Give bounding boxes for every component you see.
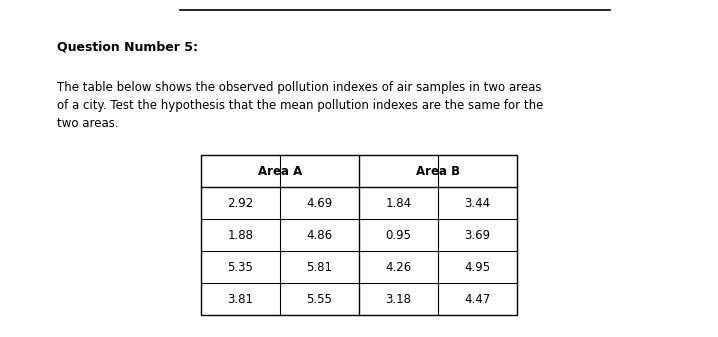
Text: 5.35: 5.35 <box>228 261 253 274</box>
Text: Question Number 5:: Question Number 5: <box>57 40 198 54</box>
Text: 3.18: 3.18 <box>386 293 411 306</box>
Text: 3.44: 3.44 <box>465 196 490 210</box>
Text: Area A: Area A <box>258 164 302 178</box>
Text: 4.86: 4.86 <box>307 228 332 242</box>
Text: 1.88: 1.88 <box>228 228 253 242</box>
Text: 4.69: 4.69 <box>307 196 332 210</box>
Text: 1.84: 1.84 <box>386 196 411 210</box>
Text: 4.95: 4.95 <box>465 261 490 274</box>
Text: 4.26: 4.26 <box>386 261 411 274</box>
Text: The table below shows the observed pollution indexes of air samples in two areas: The table below shows the observed pollu… <box>57 81 544 130</box>
Text: 3.69: 3.69 <box>465 228 490 242</box>
Text: 2.92: 2.92 <box>228 196 253 210</box>
Text: 3.81: 3.81 <box>228 293 253 306</box>
Text: 4.47: 4.47 <box>465 293 490 306</box>
Bar <box>201 155 517 315</box>
Text: 0.95: 0.95 <box>386 228 411 242</box>
Text: 5.55: 5.55 <box>307 293 332 306</box>
Text: Area B: Area B <box>416 164 460 178</box>
Text: 5.81: 5.81 <box>307 261 332 274</box>
